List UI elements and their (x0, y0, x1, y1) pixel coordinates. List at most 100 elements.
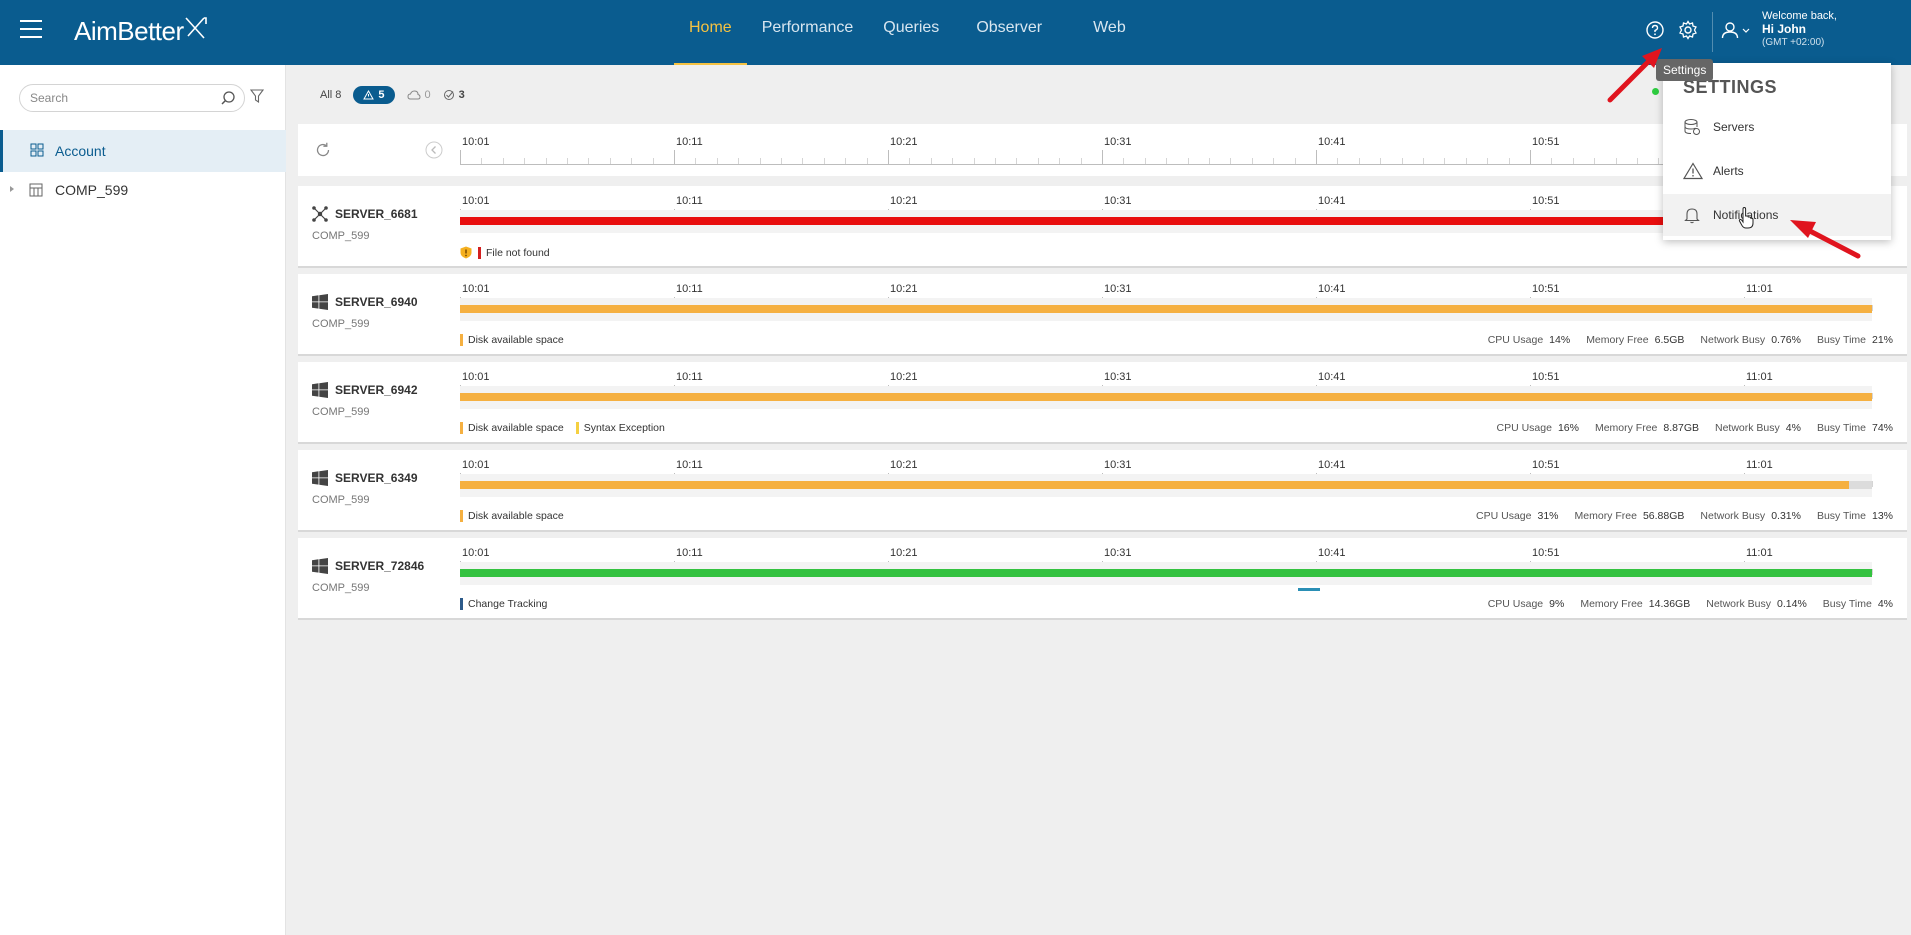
server-metrics: CPU Usage 16% Memory Free 8.87GB Network Bus… (1480, 422, 1893, 434)
time-tick-minor (1209, 158, 1210, 164)
server-name[interactable]: SERVER_6349 (335, 471, 418, 485)
search-icon[interactable] (220, 90, 236, 106)
windows-icon (312, 294, 328, 310)
alert-tag[interactable]: Syntax Exception (575, 422, 665, 434)
nav-web[interactable]: Web (1093, 19, 1126, 36)
time-tick-label: 10:01 (462, 371, 490, 383)
time-tick-minor (1466, 158, 1467, 164)
search-input[interactable] (30, 91, 210, 105)
status-timeline[interactable] (460, 474, 1872, 497)
time-tick-minor (824, 158, 825, 164)
time-axis-baseline (460, 164, 1872, 165)
server-metrics: CPU Usage 31% Memory Free 56.88GB Network Bu… (1460, 510, 1893, 522)
connection-status-dot (1652, 88, 1659, 95)
server-name[interactable]: SERVER_6940 (335, 295, 418, 309)
hamburger-menu-icon[interactable] (20, 20, 42, 38)
nav-observer[interactable]: Observer (976, 19, 1043, 36)
time-tick-minor (1872, 481, 1873, 487)
status-bar (460, 481, 1850, 489)
time-tick-label: 10:11 (676, 136, 703, 148)
user-info[interactable]: Welcome back, Hi John (GMT +02:00) (1762, 10, 1837, 49)
server-row[interactable]: SERVER_6681 COMP_599 10:01 10:11 10:21 10:31 1… (298, 186, 1907, 268)
user-icon[interactable] (1720, 20, 1740, 40)
nav-home[interactable]: Home (674, 0, 747, 65)
chevron-left-icon[interactable] (425, 141, 443, 159)
time-tick-minor (717, 158, 718, 164)
filter-alerts[interactable]: 5 (353, 86, 395, 104)
time-tick-label: 10:11 (676, 547, 703, 559)
filter-offline[interactable]: 0 (407, 89, 431, 101)
metric-value: 14.36GB (1648, 598, 1691, 610)
sidebar-item-label: COMP_599 (55, 182, 129, 198)
alert-tag[interactable]: Change Tracking (460, 598, 547, 610)
time-tick-minor (1337, 158, 1338, 164)
check-circle-icon (443, 90, 454, 100)
menu-item-alerts[interactable]: Alerts (1663, 150, 1891, 192)
status-timeline[interactable] (460, 386, 1872, 409)
help-icon[interactable] (1645, 20, 1665, 40)
filter-all[interactable]: All 8 (320, 89, 341, 101)
server-row[interactable]: SERVER_6349 COMP_599 10:01 10:11 10:21 10:31 1… (298, 450, 1907, 532)
alert-tag[interactable]: File not found (478, 246, 550, 259)
time-tick-minor (1509, 158, 1510, 164)
refresh-icon[interactable] (314, 141, 332, 159)
server-name[interactable]: SERVER_6681 (335, 207, 418, 221)
alert-list: Disk available space (460, 334, 576, 346)
metric-value: 13% (1871, 510, 1893, 522)
bell-icon (1684, 208, 1700, 224)
app-logo[interactable]: AimBetter (74, 16, 208, 47)
time-tick-label: 10:21 (890, 283, 918, 295)
menu-item-notifications[interactable]: Notifications (1663, 194, 1891, 236)
filter-icon[interactable] (250, 89, 264, 103)
metric: CPU Usage 31% (1476, 510, 1558, 522)
server-company: COMP_599 (312, 494, 370, 506)
time-tick-minor (1145, 158, 1146, 164)
header-divider (1712, 12, 1713, 52)
server-name[interactable]: SERVER_72846 (335, 559, 425, 573)
metric: Busy Time 74% (1817, 422, 1893, 434)
time-tick-label: 10:21 (890, 547, 918, 559)
chevron-down-icon[interactable] (1742, 28, 1750, 34)
time-tick-label: 10:11 (676, 283, 703, 295)
status-timeline[interactable] (460, 298, 1872, 321)
time-tick-minor (1637, 158, 1638, 164)
grid-icon (30, 143, 44, 157)
time-tick-label: 10:41 (1318, 136, 1346, 148)
nav-performance[interactable]: Performance (761, 19, 854, 36)
expand-caret-icon[interactable] (10, 186, 14, 192)
metric-value: 6.5GB (1654, 334, 1685, 346)
alert-color-stripe (460, 510, 463, 522)
event-marker[interactable] (1298, 588, 1320, 591)
time-tick-label: 10:51 (1532, 547, 1560, 559)
alert-tag[interactable]: Disk available space (460, 422, 564, 434)
server-row[interactable]: SERVER_72846 COMP_599 10:01 10:11 10:21 10:31… (298, 538, 1907, 620)
metric-label: Busy Time (1816, 422, 1866, 434)
metric: CPU Usage 16% (1496, 422, 1578, 434)
time-tick-label: 11:01 (1746, 459, 1773, 471)
metric-label: CPU Usage (1487, 334, 1544, 346)
alert-tag[interactable]: Disk available space (460, 510, 564, 522)
menu-item-servers[interactable]: Servers (1663, 106, 1891, 148)
server-row[interactable]: SERVER_6942 COMP_599 10:01 10:11 10:21 10:31 1… (298, 362, 1907, 444)
metric-value: 14% (1549, 334, 1571, 346)
time-tick-minor (653, 158, 654, 164)
filter-ok[interactable]: 3 (443, 89, 465, 101)
gear-icon[interactable] (1678, 20, 1698, 40)
windows-icon (312, 470, 328, 486)
sidebar-item-account[interactable]: Account (0, 130, 286, 172)
time-tick-minor (610, 158, 611, 164)
status-timeline[interactable] (460, 210, 1872, 233)
status-timeline[interactable] (460, 562, 1872, 585)
time-tick-minor (1273, 158, 1274, 164)
alert-triangle-icon (1683, 162, 1703, 180)
time-tick-label: 10:51 (1532, 136, 1560, 148)
server-row[interactable]: SERVER_6940 COMP_599 10:01 10:11 10:21 10:31 1… (298, 274, 1907, 356)
menu-item-label: Servers (1713, 120, 1755, 134)
metric-label: Busy Time (1816, 510, 1866, 522)
server-name[interactable]: SERVER_6942 (335, 383, 418, 397)
alert-tag[interactable]: Disk available space (460, 334, 564, 346)
time-tick-minor (760, 158, 761, 164)
sidebar-item-comp-599[interactable]: COMP_599 (0, 170, 286, 210)
nav-queries[interactable]: Queries (883, 19, 940, 36)
